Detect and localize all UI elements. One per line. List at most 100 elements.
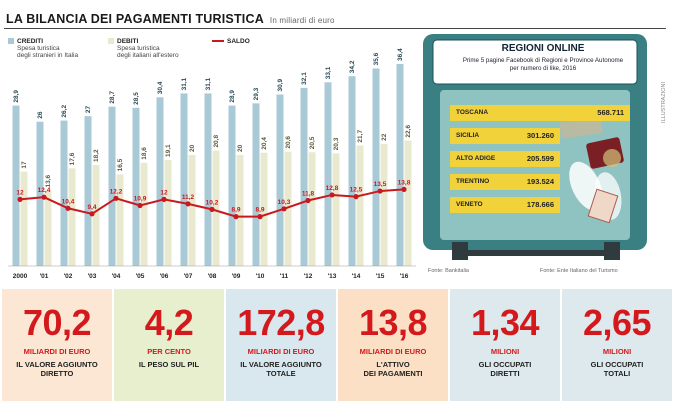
saldo-point (113, 195, 119, 201)
bar-debiti (356, 145, 364, 266)
regioni-title: REGIONI ONLINE (501, 43, 585, 54)
page-title: LA BILANCIA DEI PAGAMENTI TURISTICA In mi… (6, 12, 335, 26)
bar-debiti (260, 152, 268, 266)
stat-number: 1,34 (470, 302, 540, 343)
region-bar: SICILIA 301.260 (450, 128, 560, 144)
label-debiti: 20 (237, 144, 244, 152)
region-name: VENETO (456, 201, 483, 208)
source-left: Fonte: Bankitalia (428, 268, 469, 274)
bar-crediti (372, 68, 380, 266)
bar-debiti (212, 150, 220, 266)
side-credit: ILLUSTRAZIONI (661, 82, 667, 123)
bar-crediti (396, 63, 404, 267)
region-bar: TOSCANA 568.711 (450, 105, 630, 121)
saldo-label: 8,9 (231, 207, 240, 214)
legend-crediti: CREDITI Spesa turistica degli stranieri … (8, 38, 78, 59)
legend-crediti-desc: Spesa turistica degli stranieri in Itali… (17, 45, 79, 59)
label-debiti: 13,6 (45, 174, 52, 187)
saldo-label: 10,2 (206, 199, 219, 206)
bar-crediti (228, 105, 236, 266)
label-debiti: 21,7 (357, 130, 364, 143)
saldo-layer: 12 12,4 10,4 9,4 12,2 10,9 12 11,2 10,2 8,9 8,9 10,… (16, 179, 411, 220)
stat-card: 1,34 MILIONI GLI OCCUPATI DIRETTI (450, 289, 560, 401)
saldo-point (41, 194, 47, 200)
saldo-label: 10,3 (278, 199, 291, 206)
region-value: 205.599 (526, 154, 554, 163)
region-name: TOSCANA (456, 109, 489, 116)
label-debiti: 17 (21, 161, 28, 169)
stat-number: 2,65 (582, 302, 652, 343)
bar-debiti (380, 143, 388, 266)
stat-unit: PER CENTO (147, 347, 191, 356)
label-debiti: 18,6 (141, 147, 148, 160)
bar-crediti (252, 103, 260, 266)
subtitle-text: In miliardi di euro (269, 16, 335, 25)
saldo-label: 13,5 (374, 181, 387, 188)
postcard-icon (587, 188, 619, 224)
saldo-point (353, 194, 359, 200)
label-crediti: 31,1 (205, 77, 212, 90)
stat-number: 172,8 (237, 302, 325, 343)
stat-card: 13,8 MILIARDI DI EURO L'ATTIVO DEI PAGAMEN… (338, 289, 448, 401)
x-tick-label: '03 (88, 273, 97, 280)
bar-crediti (60, 120, 68, 266)
bar-crediti (300, 87, 308, 266)
label-crediti: 32,1 (301, 72, 308, 85)
region-bar: VENETO 178.666 (450, 197, 560, 213)
stat-description: GLI OCCUPATI TOTALI (590, 360, 644, 378)
label-crediti: 34,2 (349, 60, 356, 73)
bar-crediti (156, 97, 164, 266)
bar-debiti (308, 152, 316, 266)
label-crediti: 29,3 (253, 87, 260, 100)
saldo-point (185, 201, 191, 207)
region-value: 178.666 (526, 200, 554, 209)
stat-unit: MILIONI (490, 347, 520, 356)
saldo-point (233, 214, 239, 220)
stat-description: IL PESO SUL PIL (138, 360, 200, 369)
bar-debiti (164, 159, 172, 266)
bar-debiti (92, 164, 100, 266)
saldo-label: 12,8 (326, 185, 339, 192)
bar-debiti (236, 155, 244, 266)
saldo-label: 12,4 (38, 187, 51, 194)
label-debiti: 20,5 (309, 136, 316, 149)
stat-description: L'ATTIVO DEI PAGAMENTI (363, 360, 423, 378)
x-tick-label: '04 (112, 273, 121, 280)
label-crediti: 30,4 (157, 81, 164, 94)
bar-debiti (68, 168, 76, 266)
title-text: LA BILANCIA DEI PAGAMENTI TURISTICA (6, 12, 264, 26)
suitcase-handle (460, 250, 610, 256)
ticket-icon (559, 117, 603, 139)
stat-card: 70,2 MILIARDI DI EURO IL VALORE AGGIUNTO D… (2, 289, 112, 401)
bar-debiti (188, 155, 196, 266)
x-tick-label: '02 (64, 273, 73, 280)
x-tick-label: '16 (400, 273, 409, 280)
stat-number: 70,2 (22, 302, 92, 343)
label-debiti: 20 (189, 144, 196, 152)
x-tick-label: '07 (184, 273, 193, 280)
label-crediti: 26 (37, 111, 44, 119)
x-tick-label: '10 (256, 273, 265, 280)
saldo-label: 12 (16, 189, 24, 196)
bar-crediti (132, 107, 140, 266)
saldo-label: 12,2 (110, 188, 123, 195)
stat-unit: MILIARDI DI EURO (247, 347, 315, 356)
x-tick-label: '14 (352, 273, 361, 280)
legend-swatch-crediti (8, 38, 14, 45)
saldo-label: 11,8 (302, 191, 315, 198)
stat-description: GLI OCCUPATI DIRETTI (478, 360, 532, 378)
x-tick-label: '12 (304, 273, 313, 280)
bar-crediti (84, 116, 92, 267)
legend-debiti: DEBITI Spesa turistica degli italiani al… (108, 38, 179, 59)
suitcase-lid-panel (432, 39, 638, 85)
saldo-label: 12,5 (350, 187, 363, 194)
bar-debiti (332, 153, 340, 266)
stat-description: IL VALORE AGGIUNTO DIRETTO (16, 360, 98, 378)
x-tick-label: '08 (208, 273, 217, 280)
legend-debiti-desc: Spesa turistica degli italiani all'ester… (117, 45, 179, 59)
x-tick-label: '11 (280, 273, 289, 280)
regioni-subtitle: Prime 5 pagine Facebook di Regioni e Pro… (462, 57, 624, 72)
label-crediti: 30,9 (277, 78, 284, 91)
bar-debiti (284, 151, 292, 266)
label-crediti: 28,7 (109, 91, 116, 104)
